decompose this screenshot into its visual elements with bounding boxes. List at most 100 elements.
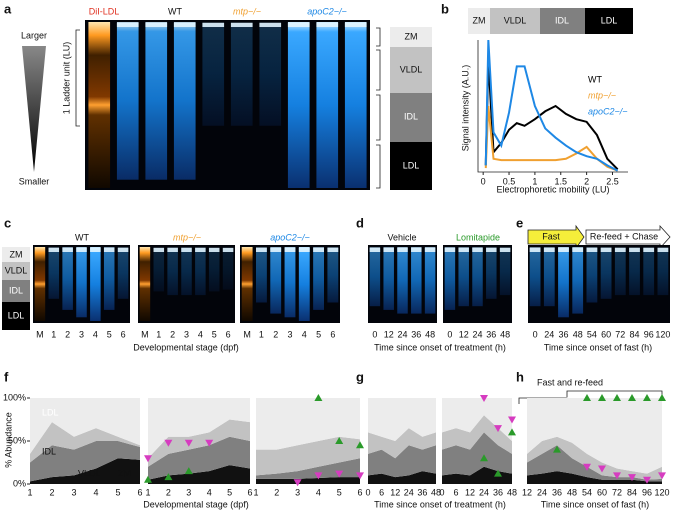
- lane-label: 24: [472, 329, 482, 339]
- x-axis-label: Time since onset of fast (h): [541, 499, 649, 509]
- lane-label: 1: [51, 329, 56, 339]
- ladder-label: 1 Ladder unit (LU): [61, 42, 71, 115]
- fraction-box: [390, 27, 432, 47]
- gel-lane: [472, 247, 483, 307]
- lane-label: apoC2−/−: [307, 6, 347, 16]
- x-tick-label: 1.5: [555, 176, 568, 186]
- line: [484, 105, 619, 172]
- phase-label: Re-feed + Chase: [590, 231, 658, 241]
- gel-lane: [270, 247, 282, 314]
- x-tick-label: 4: [316, 487, 321, 497]
- gel-lane: [486, 247, 497, 299]
- x-tick-label: 48: [567, 487, 577, 497]
- gel-lane: [256, 247, 267, 303]
- gel-band: [411, 248, 422, 252]
- x-tick-label: 3: [186, 487, 191, 497]
- panel-label: h: [516, 369, 524, 384]
- group-label: Lomitapide: [456, 232, 500, 242]
- gel-band: [222, 248, 234, 252]
- area: [442, 415, 512, 454]
- gel-band: [444, 248, 456, 252]
- fraction-label: ZM: [473, 15, 486, 25]
- y-tick-label: 50%: [8, 435, 26, 445]
- gel-band: [472, 248, 483, 252]
- gel-lane: [153, 247, 165, 292]
- annotation: Fast and re-feed: [537, 377, 603, 387]
- panel-label: f: [4, 369, 9, 384]
- gel-lane: [344, 22, 367, 188]
- gel-lane: [76, 247, 87, 318]
- lane-label: 36: [411, 329, 421, 339]
- x-tick-label: 84: [627, 487, 637, 497]
- x-tick-label: 0: [439, 487, 444, 497]
- marker: [164, 473, 173, 481]
- gel-band: [529, 248, 541, 252]
- fraction-label: IDL: [404, 111, 418, 121]
- gel-band: [48, 248, 60, 252]
- lane-label: 1: [156, 329, 161, 339]
- x-tick-label: 5: [115, 487, 120, 497]
- gel-lane: [586, 247, 598, 303]
- x-tick-label: 24: [479, 487, 489, 497]
- panel-label: g: [356, 369, 364, 384]
- lane-label: DiI-LDL: [89, 6, 120, 16]
- gel-lane: [558, 247, 569, 318]
- marker: [613, 472, 621, 480]
- area: [368, 445, 436, 478]
- gel-lane: [117, 247, 129, 299]
- lane-label: 2: [170, 329, 175, 339]
- gel-band: [284, 248, 296, 252]
- x-tick-label: 12: [390, 487, 400, 497]
- fraction-label: VLDL: [504, 15, 527, 25]
- gel-lane: [629, 247, 640, 296]
- lane-label: 2: [65, 329, 70, 339]
- gel-lane: [167, 247, 178, 296]
- marker: [494, 425, 502, 433]
- marker: [314, 472, 323, 480]
- gel-band: [256, 248, 267, 252]
- x-tick-label: 6: [247, 487, 252, 497]
- gel-lane: [411, 247, 422, 314]
- phase-label: Fast: [542, 231, 560, 241]
- marker: [583, 394, 591, 401]
- lane-label: WT: [168, 6, 182, 16]
- x-tick-label: 2.5: [606, 176, 619, 186]
- x-tick-label: 6: [357, 487, 362, 497]
- gel-band: [543, 248, 555, 252]
- fraction-label: ZM: [405, 31, 418, 41]
- marker: [356, 441, 364, 449]
- gel-lane: [327, 247, 339, 303]
- fraction-box: [390, 47, 432, 93]
- lane-label: 3: [79, 329, 84, 339]
- fraction-box: [2, 302, 30, 330]
- gel-band: [287, 23, 310, 27]
- x-tick-label: 36: [493, 487, 503, 497]
- x-tick-label: 3: [295, 487, 300, 497]
- gel-band: [202, 23, 225, 27]
- gel-band: [270, 248, 282, 252]
- gel-lane: [657, 247, 669, 296]
- x-tick-label: 1: [532, 176, 537, 186]
- x-axis-label: Time since onset of treatment (h): [374, 342, 506, 352]
- x-axis-label: Time since onset of treatment (h): [374, 499, 506, 509]
- gel-band: [383, 248, 394, 252]
- gel-lane: [88, 22, 111, 188]
- gel-lane: [316, 22, 339, 188]
- fraction-box: [540, 8, 585, 34]
- area: [30, 398, 140, 454]
- gel-band: [316, 23, 339, 27]
- area: [527, 445, 662, 482]
- legend-label: WT: [588, 74, 602, 84]
- phase-arrow: [585, 224, 671, 250]
- y-axis-label: % Abundance: [3, 412, 13, 468]
- fraction-label: IDL: [555, 15, 569, 25]
- fraction-label: LDL: [403, 160, 420, 170]
- x-tick-label: 1: [145, 487, 150, 497]
- lane-label: 12: [384, 329, 394, 339]
- panel-label: d: [356, 215, 364, 230]
- gel-lane: [259, 22, 282, 126]
- gel-band: [572, 248, 584, 252]
- fraction-box: [390, 93, 432, 142]
- x-tick-label: 0.5: [503, 176, 516, 186]
- gel-band: [145, 23, 168, 27]
